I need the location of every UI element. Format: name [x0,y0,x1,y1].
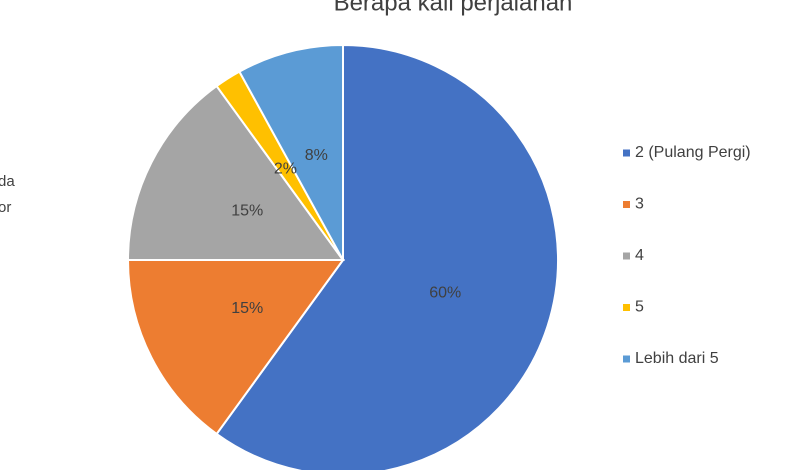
chart: Berapa kali perjalanan da or 60% 15% 15% 2%… [0,0,793,470]
side-text: or [0,199,11,216]
legend-swatch [623,150,630,157]
legend-label: 2 (Pulang Pergi) [635,144,751,161]
legend-swatch [623,253,630,260]
legend-swatch [623,356,630,363]
legend-label: 5 [635,299,644,316]
legend-label: Lebih dari 5 [635,350,719,367]
data-label: 60% [429,284,461,301]
data-label: 15% [231,300,263,317]
data-label: 2% [274,160,297,177]
legend-label: 3 [635,196,644,213]
data-label: 8% [305,147,328,164]
side-text: da [0,173,15,190]
legend-label: 4 [635,247,644,264]
legend-swatch [623,304,630,311]
legend-swatch [623,201,630,208]
chart-title: Berapa kali perjalanan [334,0,573,16]
data-label: 15% [231,202,263,219]
